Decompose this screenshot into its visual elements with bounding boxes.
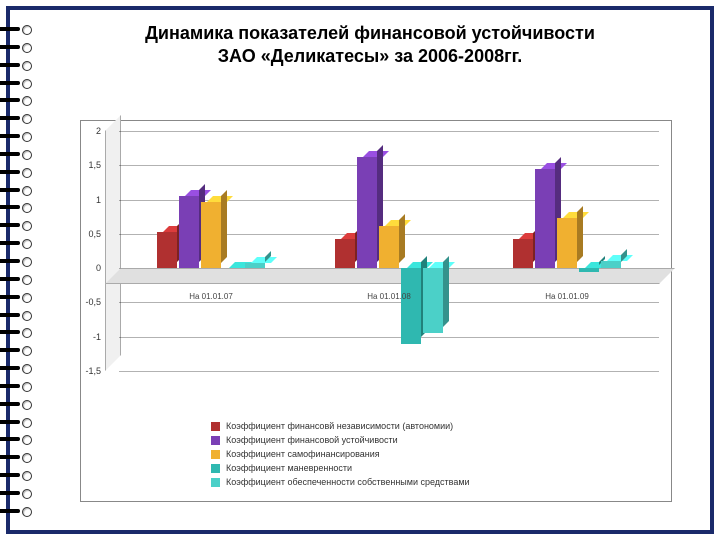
bar	[535, 169, 555, 268]
chart-container: 2 1,5 1 0,5 0 -0,5 -1 -1,5 На 01.01.07 На 01.01.0…	[80, 120, 672, 502]
gridline	[119, 131, 659, 132]
bar	[513, 239, 533, 268]
gridline	[119, 302, 659, 303]
bar	[357, 157, 377, 268]
bar	[601, 261, 621, 268]
bar	[157, 232, 177, 268]
y-axis-tick: 0	[96, 263, 101, 273]
slide-frame: Динамика показателей финансовой устойчив…	[6, 6, 714, 534]
legend-label: Коэффициент маневренности	[226, 463, 352, 473]
bar	[579, 268, 599, 271]
legend-label: Коэффициент финансовй независимости (авт…	[226, 421, 453, 431]
bar-chart: 21,510,50-0,5-1-1,5На 01.01.07На 01.01.0…	[119, 131, 659, 371]
y-axis-tick: 2	[96, 126, 101, 136]
y-axis-tick: -1	[93, 332, 101, 342]
bar	[379, 226, 399, 269]
y-axis-tick: 1,5	[88, 160, 101, 170]
y-axis-tick: -1,5	[85, 366, 101, 376]
legend-item: Коэффициент маневренности	[211, 463, 470, 473]
title-line-2: ЗАО «Деликатесы» за 2006-2008гг.	[218, 46, 523, 66]
y-axis-tick: 0,5	[88, 229, 101, 239]
legend-label: Коэффициент самофинансирования	[226, 449, 380, 459]
legend-swatch	[211, 478, 220, 487]
legend-swatch	[211, 422, 220, 431]
bar	[423, 268, 443, 333]
legend-item: Коэффициент финансовой устойчивости	[211, 435, 470, 445]
bar	[245, 263, 265, 268]
bar	[179, 196, 199, 268]
bar	[335, 239, 355, 268]
page-title: Динамика показателей финансовой устойчив…	[50, 22, 690, 69]
x-axis-label: На 01.01.09	[545, 292, 589, 301]
y-axis-tick: -0,5	[85, 297, 101, 307]
legend-swatch	[211, 450, 220, 459]
legend-label: Коэффициент обеспеченности собственными …	[226, 477, 470, 487]
legend-label: Коэффициент финансовой устойчивости	[226, 435, 398, 445]
legend-item: Коэффициент самофинансирования	[211, 449, 470, 459]
gridline	[119, 165, 659, 166]
legend-swatch	[211, 436, 220, 445]
bar	[401, 268, 421, 343]
title-line-1: Динамика показателей финансовой устойчив…	[145, 23, 595, 43]
x-axis-label: На 01.01.07	[189, 292, 233, 301]
legend-item: Коэффициент обеспеченности собственными …	[211, 477, 470, 487]
bar	[557, 218, 577, 268]
y-axis-tick: 1	[96, 195, 101, 205]
legend-item: Коэффициент финансовй независимости (авт…	[211, 421, 470, 431]
legend: Коэффициент финансовй независимости (авт…	[211, 417, 470, 491]
legend-swatch	[211, 464, 220, 473]
x-axis-label: На 01.01.08	[367, 292, 411, 301]
gridline	[119, 337, 659, 338]
gridline	[119, 371, 659, 372]
spiral-binding	[0, 24, 30, 516]
bar	[201, 202, 221, 269]
